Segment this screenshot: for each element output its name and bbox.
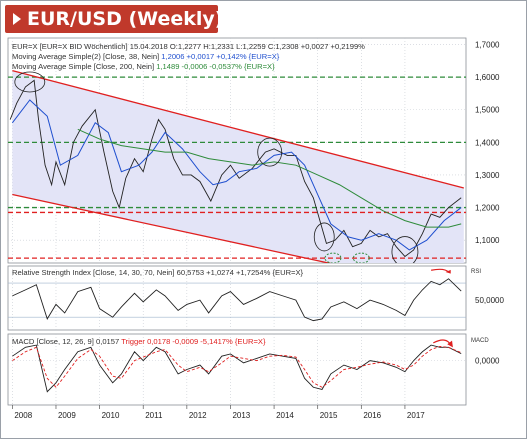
macd-panel-tag: MACD: [471, 338, 489, 344]
price-series-close: [9, 79, 462, 258]
price-plot-area: [8, 44, 466, 263]
price-series-channel-lower: [12, 193, 332, 263]
annotation-ellipse: [14, 71, 46, 93]
x-axis-tick-label: 2015: [320, 411, 338, 420]
annotation-ellipse: [391, 236, 419, 263]
price-series-ma38: [11, 99, 462, 251]
price-legend-entry: Moving Average Simple(2) [Close, 38, Nei…: [12, 52, 280, 61]
price-legend-entry: EUR=X [EUR=X BID Wöchentlich] 15.04.2018…: [12, 42, 365, 51]
chart-title-banner: EUR/USD (Weekly): [5, 5, 223, 33]
price-series-channel-upper: [12, 69, 464, 189]
rsi-legend-entry: Relative Strength Index [Close, 14, 30, …: [12, 268, 304, 277]
annotation-ellipse-dashed: [352, 252, 370, 263]
price-axis-tick-label: 1,2000: [475, 204, 500, 213]
annotation-ellipse: [313, 222, 335, 252]
price-legend-entry: Moving Average Simple [Close, 200, Nein]…: [12, 62, 275, 71]
x-axis-tick-label: 2010: [102, 411, 120, 420]
x-axis-tick-label: 2016: [363, 411, 381, 420]
title-arrow-icon: [13, 13, 21, 25]
price-axis-tick-label: 1,6000: [475, 73, 500, 82]
x-axis-tick-label: 2009: [58, 411, 76, 420]
x-axis-tick-label: 2008: [14, 411, 32, 420]
x-axis-tick-label: 2012: [189, 411, 207, 420]
trend-channel-band: [12, 70, 464, 263]
rsi-series-line: [12, 278, 462, 322]
macd-series-macd: [12, 344, 462, 393]
annotation-ellipse-dashed: [324, 252, 342, 263]
rsi-annotation-arrowhead: [445, 269, 451, 274]
x-axis-tick-label: 2011: [145, 411, 163, 420]
price-series-ma200: [77, 128, 462, 228]
macd-series-trigger: [12, 345, 462, 388]
x-axis-tick-label: 2013: [232, 411, 250, 420]
price-axis-tick-label: 1,3000: [475, 171, 500, 180]
x-axis-tick-label: 2014: [276, 411, 294, 420]
macd-panel-frame: [7, 333, 467, 406]
price-axis-tick-label: 1,4000: [475, 138, 500, 147]
rsi-axis-tick-label: 50,0000: [475, 296, 504, 305]
chart-title: EUR/USD (Weekly): [27, 8, 224, 30]
annotation-ellipse: [257, 137, 283, 167]
macd-axis-tick-label: 0,0000: [475, 357, 500, 366]
macd-annotation-arrowhead: [447, 340, 453, 348]
price-axis-tick-label: 1,1000: [475, 236, 500, 245]
price-axis-tick-label: 1,7000: [475, 41, 500, 50]
price-axis-tick-label: 1,5000: [475, 106, 500, 115]
x-axis-tick-label: 2017: [407, 411, 425, 420]
rsi-panel-tag: RSI: [471, 269, 481, 275]
macd-legend-entry: MACD [Close, 12, 26, 9] 0,0157 Trigger 0…: [12, 337, 266, 346]
